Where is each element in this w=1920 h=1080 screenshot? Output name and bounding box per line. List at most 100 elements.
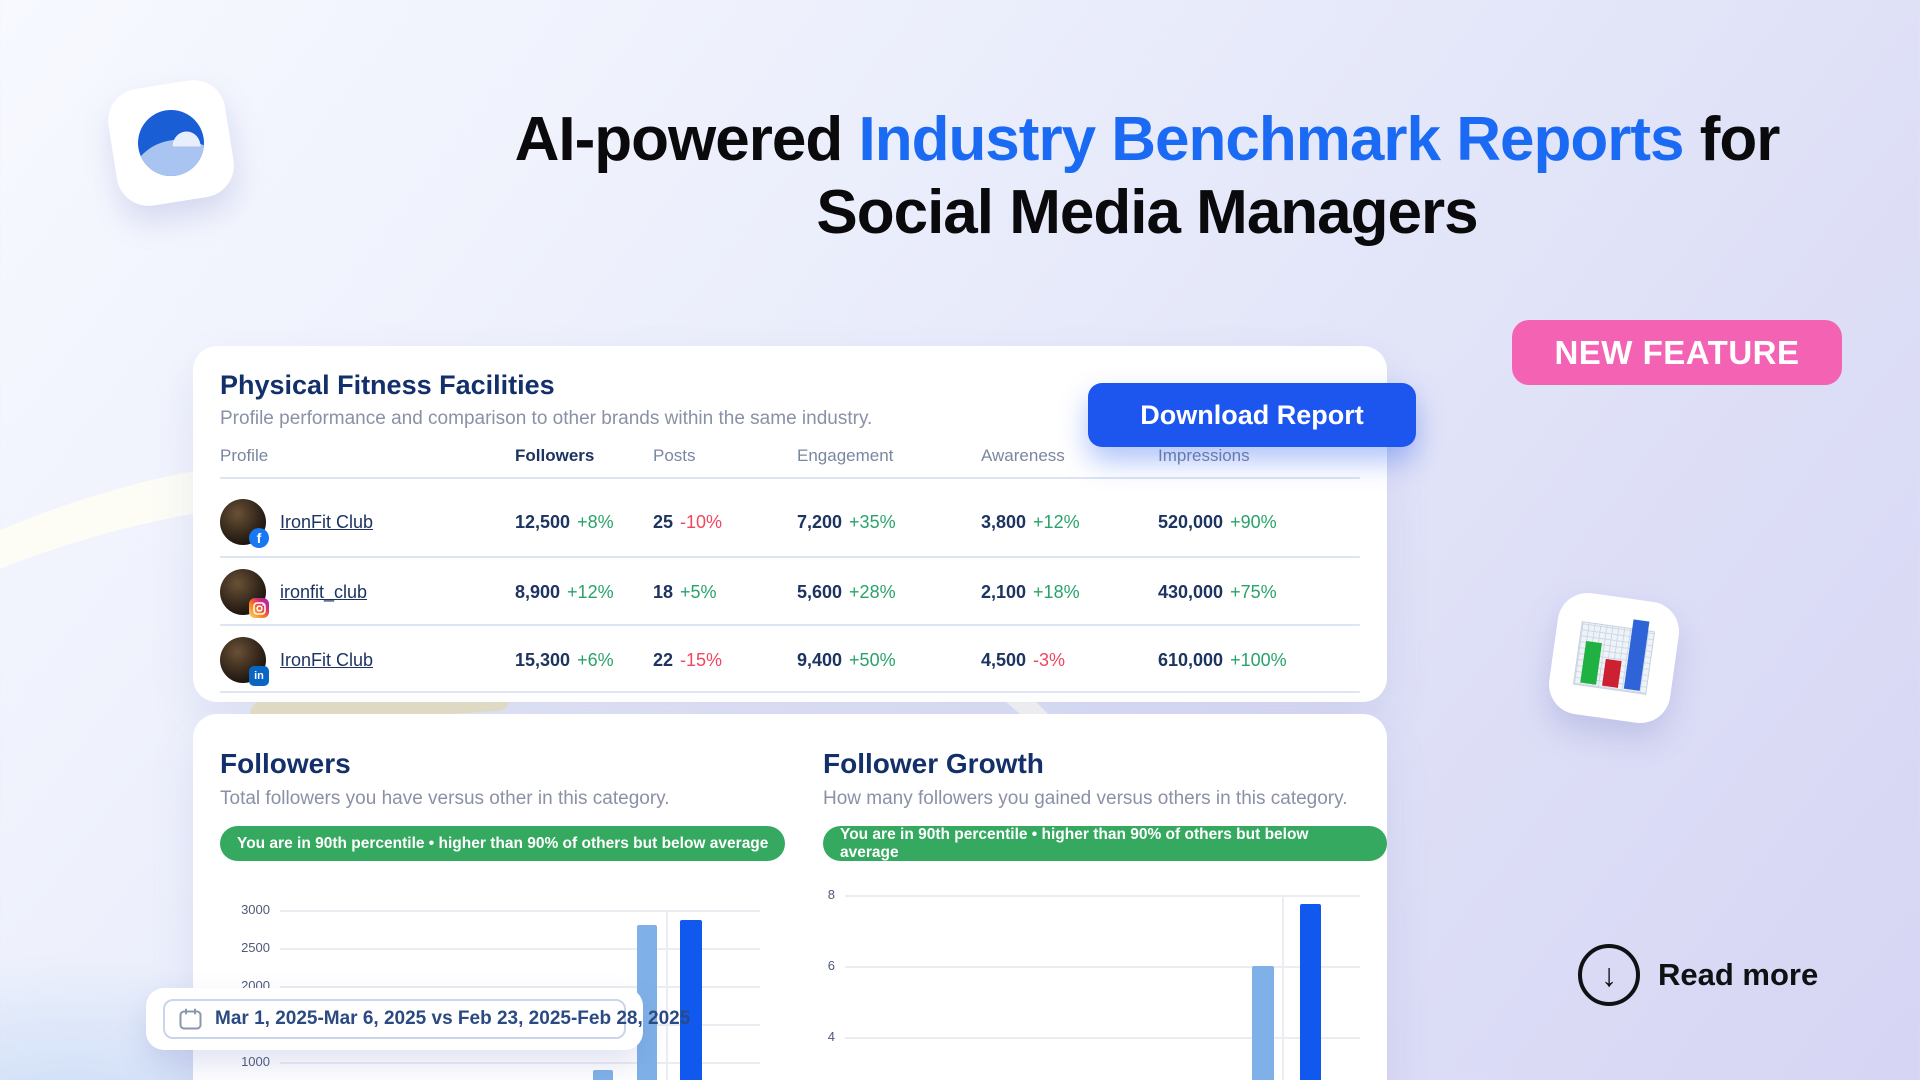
engagement-value: 7,200 (797, 511, 843, 532)
gridline-vertical (666, 910, 668, 1080)
divider (220, 624, 1360, 626)
headline-black-segment: AI-powered (514, 105, 859, 174)
table-row: ironfit_club 8,900 +12% 18 +5% 5,600 +28% 2… (220, 558, 1360, 626)
date-range-tooltip: Mar 1, 2025-Mar 6, 2025 vs Feb 23, 2025-… (146, 988, 690, 1050)
read-more-label: Read more (1658, 957, 1819, 992)
date-range-value: Mar 1, 2025-Mar 6, 2025 vs Feb 23, 2025-… (215, 1008, 691, 1029)
awareness-value: 3,800 (981, 511, 1027, 532)
arrow-down-circle-icon: ↓ (1578, 944, 1640, 1006)
profile-link[interactable]: ironfit_club (280, 581, 368, 602)
facebook-icon: f (249, 528, 269, 548)
report-card-title: Physical Fitness Facilities (220, 370, 555, 400)
report-card-subtitle: Profile performance and comparison to ot… (220, 408, 873, 429)
gridline (280, 986, 760, 988)
impressions-value: 610,000 (1158, 649, 1224, 670)
awareness-delta: +12% (1033, 511, 1080, 532)
impressions-value: 520,000 (1158, 511, 1224, 532)
posts-delta: +5% (680, 581, 717, 602)
benchmark-report-card: Physical Fitness Facilities Profile perf… (193, 346, 1387, 702)
followers-value: 15,300 (515, 649, 571, 670)
column-header-posts: Posts (653, 446, 696, 465)
impressions-delta: +75% (1230, 581, 1277, 602)
table-row: in IronFit Club 15,300 +6% 22 -15% 9,400 +5… (220, 626, 1360, 694)
posts-delta: -15% (680, 649, 723, 670)
profile-avatar (220, 569, 269, 618)
posts-value: 22 (653, 649, 674, 670)
column-header-engagement: Engagement (797, 446, 894, 465)
gridline (280, 910, 760, 912)
engagement-delta: +28% (849, 581, 896, 602)
growth-chart-title: Follower Growth (823, 748, 1044, 779)
followers-chart-subtitle: Total followers you have versus other in… (220, 788, 670, 809)
read-more-link[interactable]: ↓ Read more (1578, 944, 1818, 1006)
instagram-icon (249, 598, 269, 618)
awareness-value: 2,100 (981, 581, 1027, 602)
calendar-icon (179, 1008, 202, 1030)
divider (220, 477, 1360, 479)
gridline (280, 1062, 760, 1064)
divider (220, 556, 1360, 558)
bar-competitor (593, 1069, 613, 1080)
percentile-badge: You are in 90th percentile • higher than… (220, 826, 786, 861)
bar-competitor (1252, 966, 1274, 1080)
gridline (845, 966, 1360, 968)
impressions-delta: +90% (1230, 511, 1277, 532)
divider (220, 691, 1360, 693)
followers-value: 8,900 (515, 581, 561, 602)
awareness-delta: -3% (1033, 649, 1066, 670)
gridline (845, 1037, 1360, 1039)
profile-link[interactable]: IronFit Club (280, 649, 374, 670)
bar-chart-sticker (1545, 589, 1683, 727)
column-header-followers: Followers (515, 446, 595, 465)
engagement-delta: +35% (849, 511, 896, 532)
y-tick-label: 4 (827, 1029, 835, 1044)
date-range-picker[interactable]: Mar 1, 2025-Mar 6, 2025 vs Feb 23, 2025-… (163, 999, 690, 1039)
profile-avatar: in (220, 637, 269, 686)
bar-chart-icon (1572, 619, 1656, 695)
followers-delta: +12% (567, 581, 614, 602)
column-header-impressions: Impressions (1158, 446, 1250, 465)
growth-chart-subtitle: How many followers you gained versus oth… (823, 788, 1348, 809)
new-feature-badge: NEW FEATURE (1512, 320, 1842, 385)
impressions-value: 430,000 (1158, 581, 1224, 602)
bar-you (1300, 903, 1321, 1080)
gridline (845, 895, 1360, 897)
y-tick-label: 3000 (241, 902, 270, 917)
bar-competitor (637, 925, 657, 1080)
engagement-delta: +50% (849, 649, 896, 670)
impressions-delta: +100% (1230, 649, 1287, 670)
followers-value: 12,500 (515, 511, 571, 532)
linkedin-icon: in (249, 666, 269, 686)
profile-avatar: f (220, 499, 269, 548)
followers-chart-title: Followers (220, 748, 351, 779)
percentile-badge: You are in 90th percentile • higher than… (823, 826, 1387, 861)
awareness-delta: +18% (1033, 581, 1080, 602)
y-tick-label: 2500 (241, 940, 270, 955)
posts-value: 25 (653, 511, 674, 532)
y-tick-label: 6 (827, 958, 835, 973)
headline-black-segment: for Social Media Managers (816, 105, 1780, 247)
engagement-value: 9,400 (797, 649, 843, 670)
growth-bar-chart: 8642 (828, 887, 1360, 1080)
profile-link[interactable]: IronFit Club (280, 511, 374, 532)
gridline (280, 948, 760, 950)
gridline-vertical (1282, 895, 1284, 1080)
y-tick-label: 8 (827, 887, 835, 902)
table-row: f IronFit Club 12,500 +8% 25 -10% 7,200 +35… (220, 488, 1360, 556)
posts-delta: -10% (680, 511, 723, 532)
bar-you (680, 919, 702, 1080)
engagement-value: 5,600 (797, 581, 843, 602)
awareness-value: 4,500 (981, 649, 1027, 670)
posts-value: 18 (653, 581, 674, 602)
column-header-awareness: Awareness (981, 446, 1065, 465)
followers-delta: +6% (577, 649, 614, 670)
headline-blue-segment: Industry Benchmark Reports (858, 105, 1684, 174)
download-report-button[interactable]: Download Report (1088, 383, 1416, 447)
page-title: AI-powered Industry Benchmark Reports fo… (430, 104, 1864, 249)
followers-delta: +8% (577, 511, 614, 532)
wave-circle-logo-icon (133, 105, 209, 181)
table-header-row: Profile Followers Posts Engagement Aware… (220, 442, 1360, 470)
app-logo (103, 75, 239, 211)
column-header-profile: Profile (220, 446, 269, 465)
y-tick-label: 1000 (241, 1054, 270, 1069)
